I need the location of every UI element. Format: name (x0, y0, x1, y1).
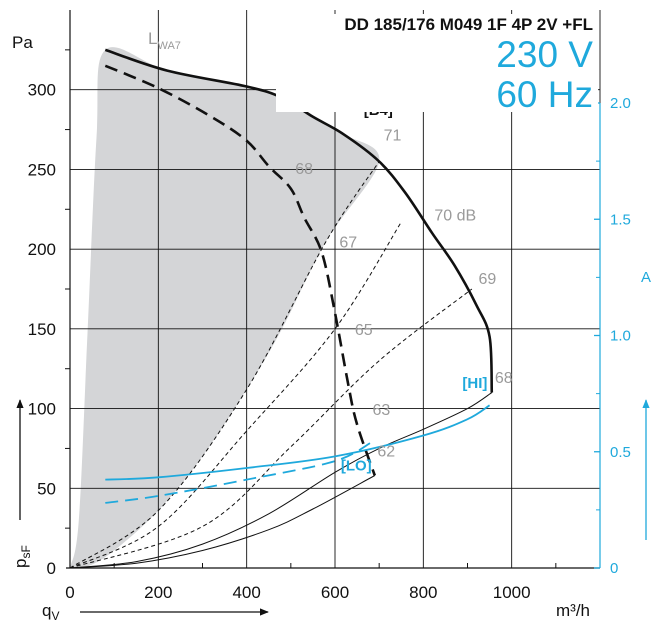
annotation-label: 70 dB (434, 207, 476, 224)
y-tick-label: 200 (28, 240, 56, 259)
x-axis-symbol-main: q (42, 601, 51, 620)
series-group (69, 48, 494, 569)
y-tick-label: 300 (28, 81, 56, 100)
series-line-0 (104, 48, 494, 393)
x-tick-label: 0 (65, 583, 74, 602)
x-axis-unit: m³/h (556, 601, 590, 620)
annotation-label: 62 (377, 443, 395, 460)
axes-group (66, 10, 601, 569)
series-line-8 (105, 439, 376, 504)
annotation-label: 63 (373, 402, 391, 419)
y-tick-label: 50 (37, 479, 56, 498)
series-line-7 (105, 404, 491, 481)
operating-region-group (70, 47, 380, 569)
chart-title: DD 185/176 M049 1F 4P 2V +FL (344, 15, 593, 34)
lwa-subscript: WA7 (157, 40, 180, 52)
y-tick-label: 250 (28, 160, 56, 179)
series-line-4 (69, 161, 380, 569)
voltage-label: 230 V (496, 34, 593, 75)
operating-region (70, 47, 380, 569)
annotation-label: 65 (355, 322, 373, 339)
y2-axis-unit: A (641, 269, 651, 286)
x-tick-label: 1000 (493, 583, 531, 602)
annotation-label: [LO] (341, 458, 372, 475)
annotation-label: [HI] (462, 375, 487, 392)
x-tick-label: 600 (321, 583, 349, 602)
x-axis-symbol-sub: V (51, 609, 59, 623)
x-tick-label: 800 (409, 583, 437, 602)
y2-tick-label: 1.0 (610, 328, 631, 345)
lwa-symbol: L (148, 29, 157, 48)
series-line-2 (69, 392, 493, 569)
y2-tick-label: 0.5 (610, 444, 631, 461)
tick-labels-group: 0 200 400 600 800 1000 0 50 100 150 200 250 300 0 0.5 1… (28, 81, 631, 602)
series-line-3 (69, 475, 376, 569)
annotation-label: 68 (295, 161, 313, 178)
y-axis-symbol: psF (11, 545, 33, 568)
y2-tick-label: 0 (610, 560, 618, 577)
x-tick-label: 400 (232, 583, 260, 602)
y-tick-label: 150 (28, 320, 56, 339)
annotation-label: 67 (339, 235, 357, 252)
annotation-label: 68 (495, 370, 513, 387)
frequency-label: 60 Hz (496, 74, 593, 115)
annotation-label: 71 (384, 128, 402, 145)
y-axis-unit: Pa (12, 33, 33, 52)
lwa-label: LWA7 (148, 29, 181, 52)
title-background (276, 14, 598, 112)
series-line-1 (104, 64, 377, 476)
y2-tick-label: 2.0 (610, 95, 631, 112)
x-tick-label: 200 (144, 583, 172, 602)
series-line-6 (69, 288, 473, 569)
annotation-label: 69 (479, 271, 497, 288)
y-tick-label: 0 (47, 559, 56, 578)
x-axis-symbol: qV (42, 601, 59, 623)
y-axis-symbol-main: p (11, 559, 30, 568)
y-axis-symbol-sub: sF (19, 545, 33, 558)
y2-tick-label: 1.5 (610, 211, 631, 228)
y-tick-label: 100 (28, 400, 56, 419)
